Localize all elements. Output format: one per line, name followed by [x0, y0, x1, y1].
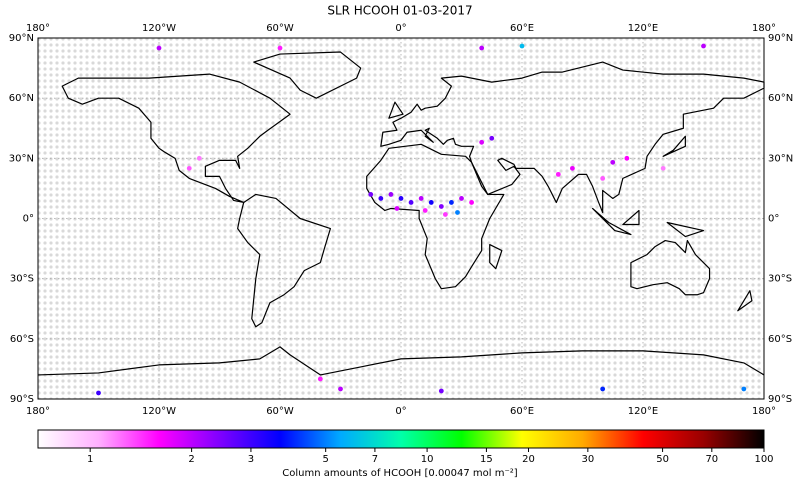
observation-point: [317, 376, 323, 382]
observation-point: [428, 200, 434, 205]
colorbar-tick-label: 3: [248, 454, 254, 465]
lon-label-bottom: 60°W: [266, 406, 294, 417]
lon-label-top: 180°: [26, 23, 50, 34]
observation-point: [378, 196, 384, 201]
lat-label-left: 60°S: [10, 334, 34, 345]
observation-point: [570, 165, 575, 171]
lat-label-left: 30°N: [9, 153, 34, 164]
observation-point: [422, 208, 428, 213]
lat-label-left: 30°S: [10, 274, 34, 285]
lat-label-right: 30°N: [768, 153, 793, 164]
lat-label-right: 90°N: [768, 33, 793, 44]
colorbar-tick-label: 7: [372, 454, 378, 465]
observation-point: [186, 165, 192, 171]
observation-point: [394, 206, 400, 211]
observation-point: [600, 175, 606, 181]
colorbar-tick-label: 30: [581, 454, 594, 465]
lat-label-right: 60°S: [768, 334, 792, 345]
lon-label-bottom: 120°W: [142, 406, 176, 417]
observation-point: [660, 165, 666, 171]
observation-point: [338, 386, 343, 392]
observation-point: [418, 196, 424, 201]
colorbar-tick-label: 100: [754, 454, 773, 465]
lat-label-left: 60°N: [9, 93, 34, 104]
observation-point: [741, 386, 747, 392]
colorbar: [37, 429, 765, 449]
observation-point: [388, 192, 394, 197]
map-frame: [37, 37, 765, 400]
colorbar-tick-label: 2: [188, 454, 194, 465]
observation-point: [368, 192, 374, 197]
observation-point: [479, 45, 485, 51]
observation-point: [624, 155, 630, 161]
observation-point: [449, 200, 454, 205]
observation-point: [489, 135, 495, 141]
observation-point: [196, 155, 202, 161]
lon-label-top: 120°W: [142, 23, 176, 34]
observation-point: [479, 139, 485, 145]
colorbar-tick-label: 5: [322, 454, 328, 465]
lat-label-left: 90°S: [10, 394, 34, 405]
lon-label-top: 180°: [752, 23, 776, 34]
observation-point: [438, 204, 444, 209]
lon-label-bottom: 120°E: [628, 406, 658, 417]
colorbar-tick-label: 70: [705, 454, 718, 465]
colorbar-tick-label: 15: [480, 454, 493, 465]
colorbar-label: Column amounts of HCOOH [0.00047 mol m⁻²…: [282, 468, 517, 479]
observation-point: [96, 390, 101, 396]
observation-point: [156, 45, 162, 51]
lat-label-right: 0°: [768, 214, 779, 225]
lat-label-left: 90°N: [9, 33, 34, 44]
observation-point: [408, 200, 414, 205]
observation-point: [610, 159, 616, 165]
observation-point: [600, 386, 606, 392]
lat-label-left: 0°: [23, 214, 34, 225]
colorbar-tick-label: 10: [421, 454, 434, 465]
observation-point: [469, 200, 474, 205]
lat-label-right: 60°N: [768, 93, 793, 104]
observation-point: [398, 196, 404, 201]
lon-label-top: 0°: [395, 23, 406, 34]
colorbar-tick-label: 50: [656, 454, 669, 465]
observation-point: [455, 210, 460, 215]
lon-label-bottom: 0°: [395, 406, 406, 417]
observation-point: [701, 43, 706, 49]
lon-label-top: 120°E: [628, 23, 658, 34]
observation-point: [459, 196, 464, 201]
lon-label-bottom: 60°E: [510, 406, 534, 417]
observation-point: [442, 212, 448, 217]
map-title: SLR HCOOH 01-03-2017: [327, 4, 472, 18]
lon-label-bottom: 180°: [26, 406, 50, 417]
colorbar-tick-label: 20: [522, 454, 535, 465]
lon-label-top: 60°W: [266, 23, 294, 34]
lat-label-right: 90°S: [768, 394, 792, 405]
observation-point: [519, 43, 525, 49]
coastlines: [38, 52, 764, 375]
lon-label-top: 60°E: [510, 23, 534, 34]
lon-label-bottom: 180°: [752, 406, 776, 417]
observation-point: [277, 45, 283, 51]
lat-label-right: 30°S: [768, 274, 792, 285]
observation-point: [555, 171, 561, 177]
observation-point: [438, 388, 444, 394]
colorbar-tick-label: 1: [87, 454, 93, 465]
